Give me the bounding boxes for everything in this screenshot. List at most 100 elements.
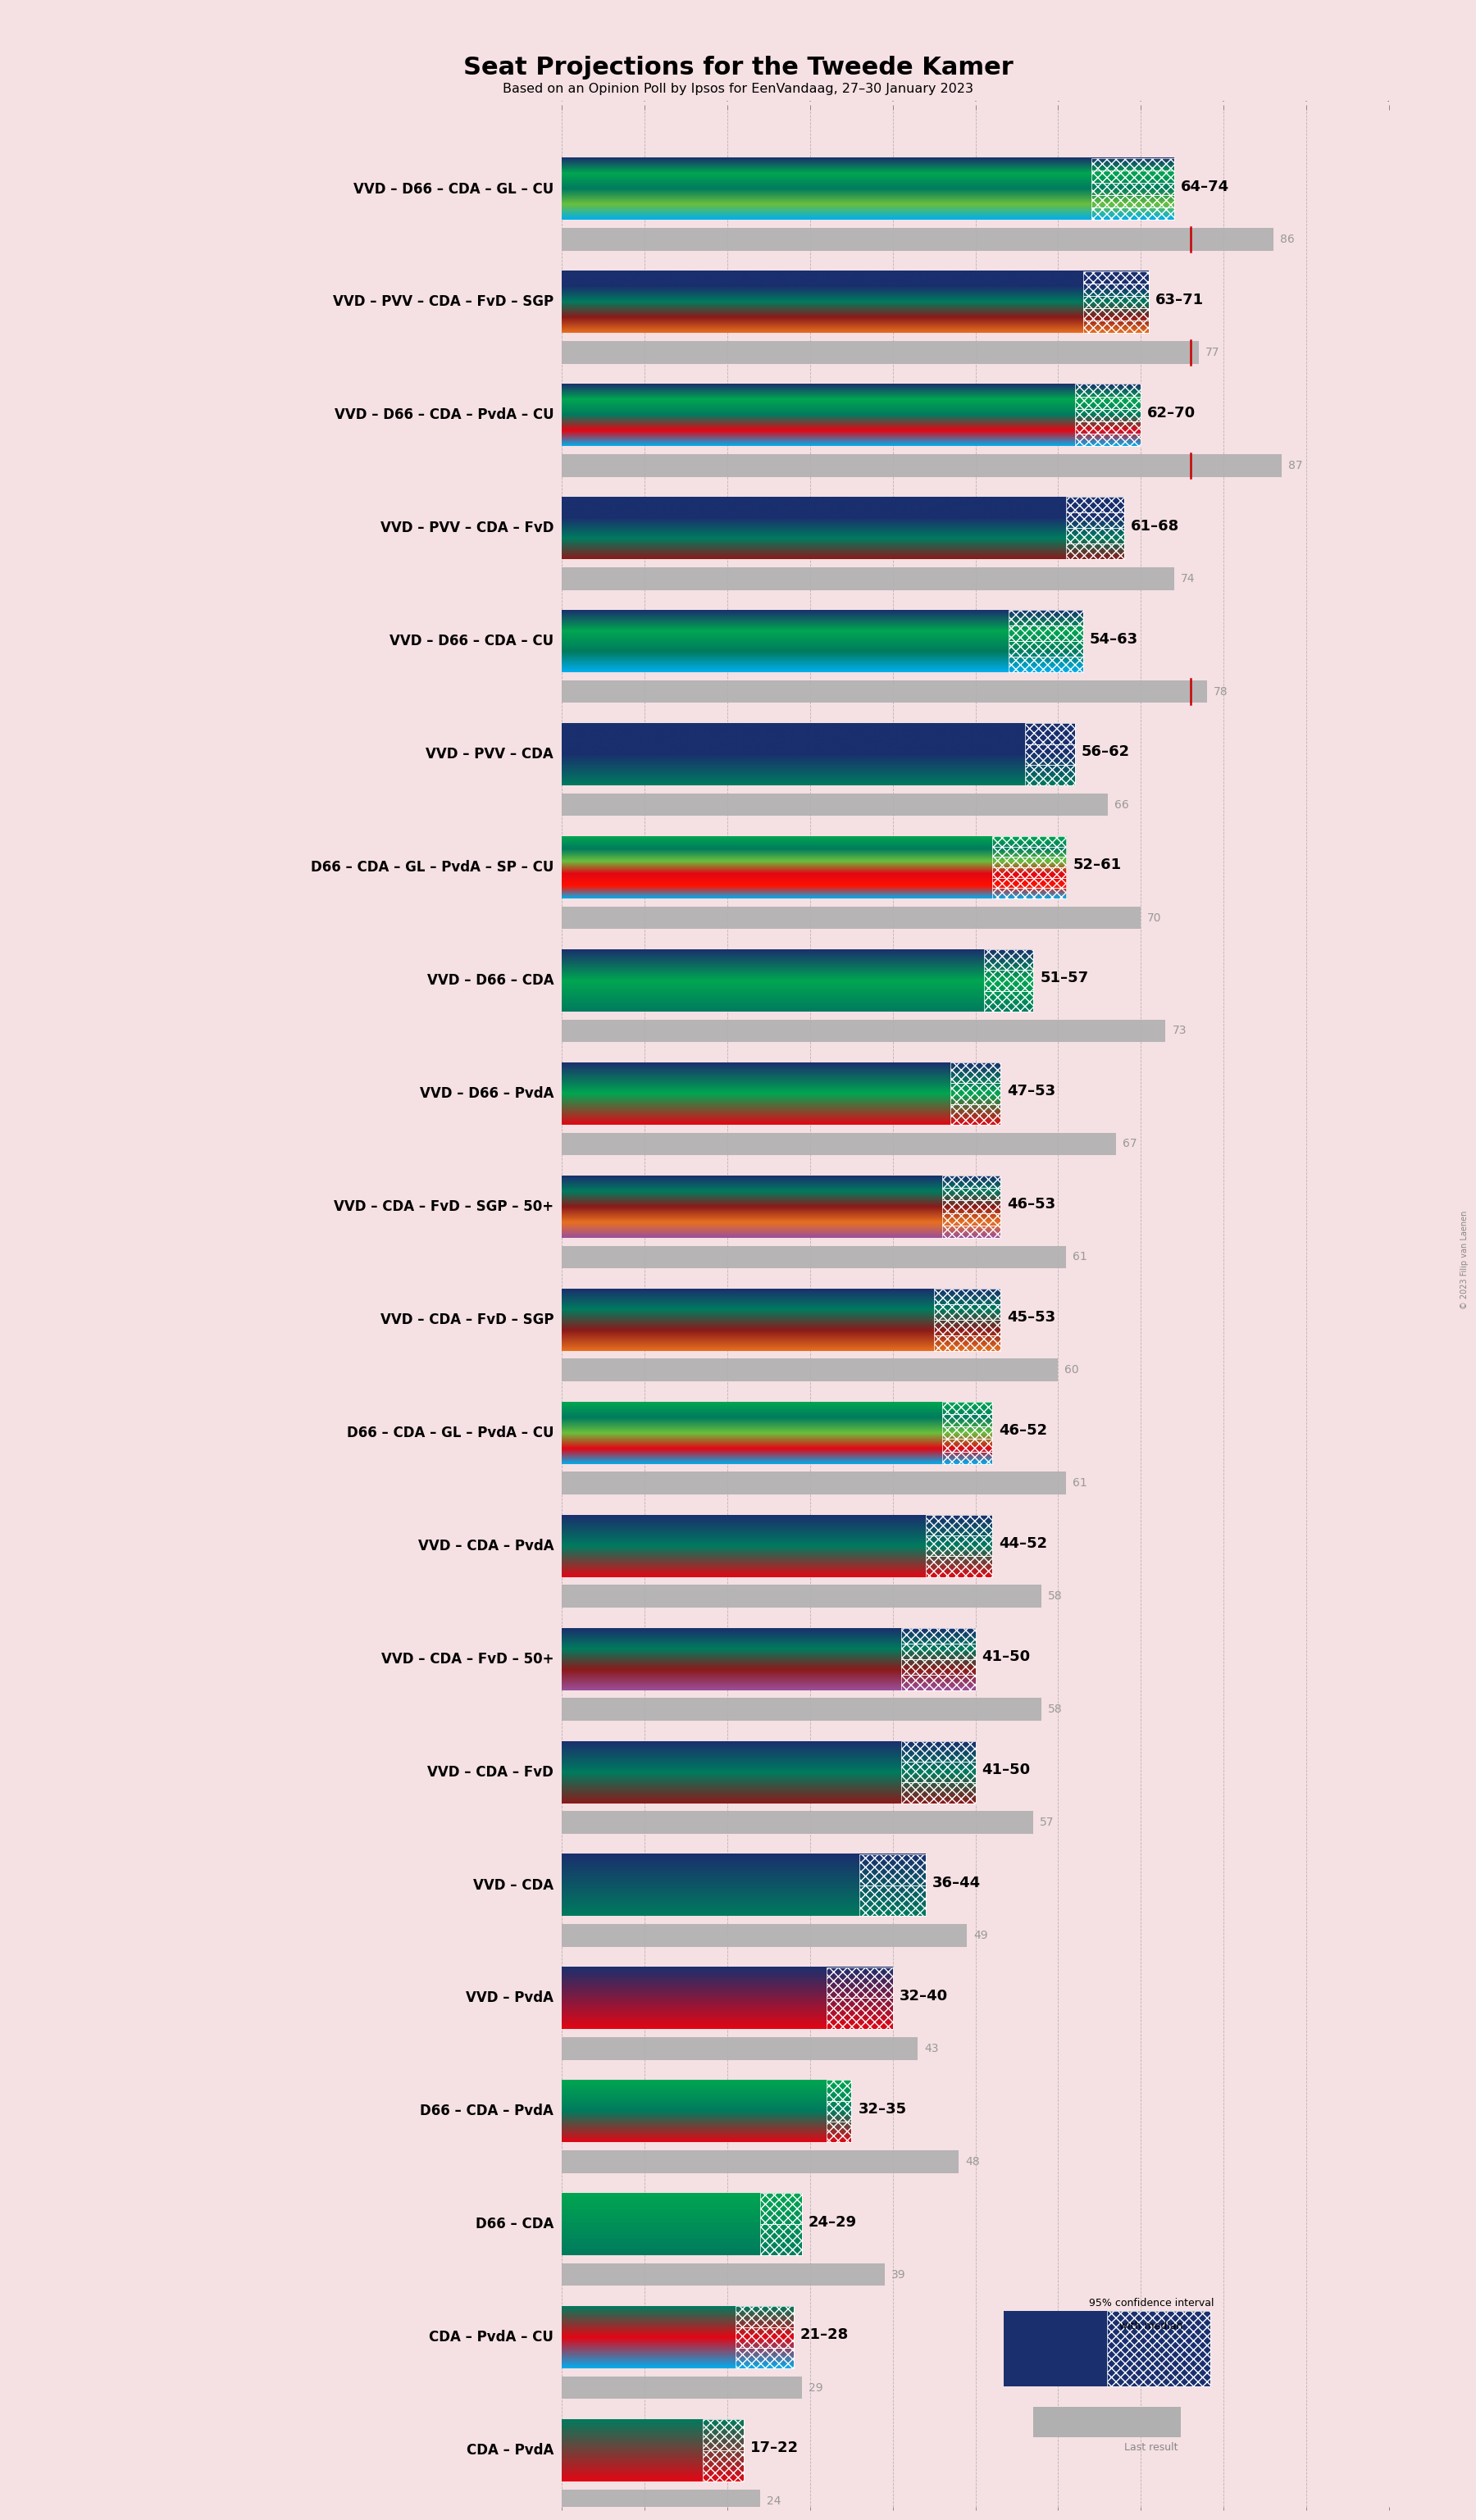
- Bar: [934, 1320, 1001, 1336]
- Text: VVD – PVV – CDA – FvD: VVD – PVV – CDA – FvD: [381, 522, 554, 537]
- Text: 41–50: 41–50: [982, 1648, 1030, 1663]
- Bar: [1075, 396, 1141, 408]
- Text: D66 – CDA – PvdA: D66 – CDA – PvdA: [421, 2104, 554, 2119]
- Text: 56–62: 56–62: [1082, 746, 1129, 759]
- Bar: [562, 1698, 1042, 1721]
- Text: 61: 61: [1073, 1252, 1088, 1263]
- Bar: [951, 1104, 1001, 1124]
- Text: VVD – CDA – PvdA: VVD – CDA – PvdA: [418, 1540, 554, 1552]
- Bar: [859, 1855, 925, 1885]
- Text: 66: 66: [1114, 799, 1129, 811]
- Text: 41–50: 41–50: [982, 1761, 1030, 1777]
- Text: 58: 58: [1048, 1590, 1063, 1603]
- Bar: [1075, 433, 1141, 446]
- Text: 32–35: 32–35: [858, 2102, 906, 2117]
- Text: with median: with median: [1119, 2321, 1184, 2331]
- Bar: [562, 454, 1281, 476]
- Bar: [942, 1439, 992, 1452]
- Bar: [992, 877, 1066, 887]
- Bar: [942, 1200, 1001, 1212]
- Bar: [1091, 184, 1173, 194]
- Bar: [1066, 529, 1125, 544]
- Text: 39: 39: [892, 2268, 905, 2281]
- Bar: [942, 1212, 1001, 1225]
- Bar: [1075, 383, 1141, 396]
- Bar: [562, 2376, 801, 2399]
- Bar: [951, 1084, 1001, 1104]
- Bar: [934, 1305, 1001, 1320]
- Bar: [900, 1761, 976, 1782]
- Bar: [562, 567, 1173, 590]
- Text: 17–22: 17–22: [750, 2442, 799, 2454]
- Text: 63–71: 63–71: [1156, 292, 1204, 307]
- Text: 47–53: 47–53: [1007, 1084, 1055, 1099]
- Bar: [983, 990, 1033, 1011]
- Bar: [1066, 496, 1125, 512]
- Bar: [562, 2036, 918, 2059]
- Bar: [925, 1557, 992, 1578]
- Bar: [562, 340, 1199, 363]
- Text: 36–44: 36–44: [933, 1875, 982, 1890]
- Bar: [992, 847, 1066, 857]
- Text: 52–61: 52–61: [1073, 857, 1122, 872]
- Bar: [562, 1925, 967, 1948]
- Text: 24–29: 24–29: [809, 2215, 858, 2230]
- Text: 77: 77: [1206, 348, 1219, 358]
- Bar: [942, 1426, 992, 1439]
- Bar: [1024, 743, 1075, 764]
- Bar: [760, 2225, 801, 2255]
- Text: 61: 61: [1073, 1477, 1088, 1489]
- Text: 61–68: 61–68: [1131, 519, 1179, 534]
- Text: D66 – CDA – GL – PvdA – CU: D66 – CDA – GL – PvdA – CU: [347, 1426, 554, 1441]
- Text: 78: 78: [1213, 685, 1228, 698]
- Bar: [562, 1021, 1166, 1043]
- Text: VVD – D66 – CDA – CU: VVD – D66 – CDA – CU: [390, 635, 554, 648]
- Text: 48: 48: [965, 2155, 980, 2167]
- Bar: [735, 2349, 794, 2369]
- Bar: [1091, 194, 1173, 207]
- Text: Last result: Last result: [1125, 2442, 1178, 2452]
- Bar: [1004, 2311, 1210, 2386]
- Text: VVD – D66 – CDA: VVD – D66 – CDA: [427, 973, 554, 988]
- Bar: [562, 227, 1274, 249]
- Bar: [859, 1885, 925, 1915]
- Bar: [562, 1585, 1042, 1608]
- Text: VVD – PVV – CDA: VVD – PVV – CDA: [427, 746, 554, 761]
- Bar: [1024, 764, 1075, 786]
- Text: 45–53: 45–53: [1007, 1310, 1055, 1326]
- Text: 46–53: 46–53: [1007, 1197, 1055, 1212]
- Bar: [562, 1358, 1058, 1381]
- Bar: [900, 1643, 976, 1658]
- Text: 54–63: 54–63: [1089, 633, 1138, 648]
- Bar: [1091, 171, 1173, 184]
- Bar: [562, 2490, 760, 2512]
- Bar: [827, 2102, 852, 2122]
- Text: 95% confidence interval: 95% confidence interval: [1089, 2298, 1213, 2308]
- Bar: [1008, 625, 1083, 640]
- Bar: [1066, 544, 1125, 559]
- Text: 73: 73: [1172, 1026, 1187, 1036]
- Text: 67: 67: [1123, 1139, 1137, 1149]
- Bar: [992, 837, 1066, 847]
- Bar: [1083, 320, 1148, 333]
- Text: 49: 49: [974, 1930, 989, 1940]
- Text: 21–28: 21–28: [800, 2328, 849, 2344]
- Text: VVD – CDA – FvD – 50+: VVD – CDA – FvD – 50+: [381, 1651, 554, 1666]
- Bar: [703, 2449, 744, 2482]
- Text: VVD – PvdA: VVD – PvdA: [466, 1991, 554, 2006]
- Text: 44–52: 44–52: [999, 1537, 1046, 1550]
- Text: 70: 70: [1147, 912, 1162, 922]
- Text: © 2023 Filip van Laenen: © 2023 Filip van Laenen: [1460, 1210, 1469, 1310]
- Bar: [942, 1225, 1001, 1237]
- Bar: [1033, 2407, 1181, 2437]
- Text: D66 – CDA – GL – PvdA – SP – CU: D66 – CDA – GL – PvdA – SP – CU: [310, 859, 554, 874]
- Bar: [925, 1515, 992, 1535]
- Bar: [942, 1414, 992, 1426]
- Bar: [827, 1968, 893, 1998]
- Text: D66 – CDA: D66 – CDA: [475, 2218, 554, 2233]
- Bar: [942, 1401, 992, 1414]
- Text: 43: 43: [924, 2044, 939, 2054]
- Text: 58: 58: [1048, 1704, 1063, 1716]
- Bar: [900, 1628, 976, 1643]
- Bar: [983, 950, 1033, 970]
